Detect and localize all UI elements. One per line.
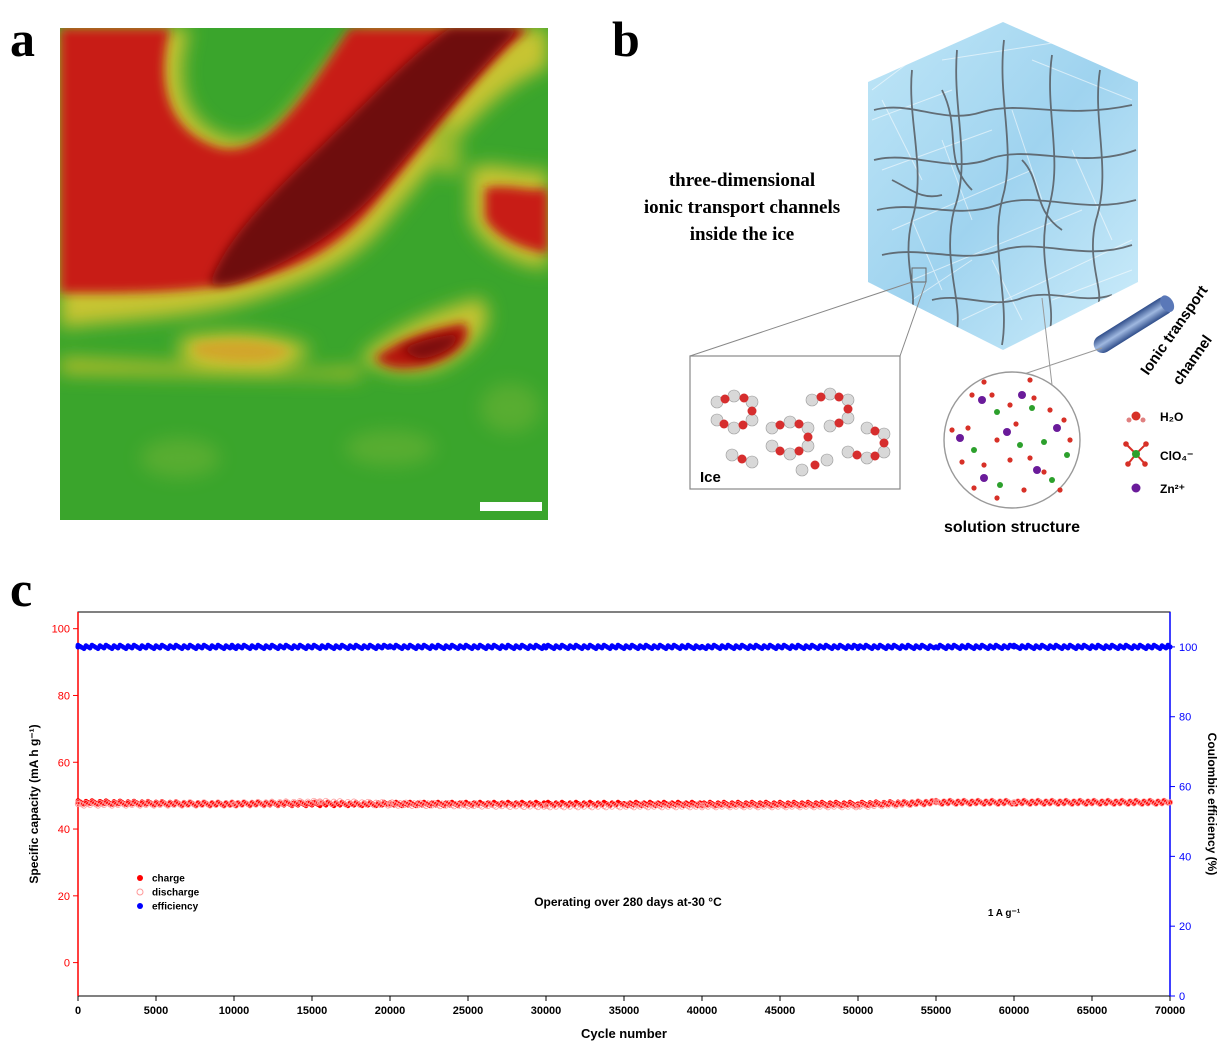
x-tick-label: 10000: [219, 1005, 250, 1017]
discharge-data-point: [542, 802, 550, 809]
discharge-data-point: [698, 802, 706, 809]
y-tick-label: 60: [58, 757, 70, 769]
ionic-channel-rod: [1093, 295, 1175, 353]
scale-bar: [480, 502, 542, 511]
operating-annotation: Operating over 280 days at-30 °C: [534, 895, 722, 909]
legend-label-discharge: discharge: [152, 888, 200, 899]
y2-tick-label: 20: [1179, 921, 1191, 933]
x-tick-label: 55000: [921, 1005, 952, 1017]
y-tick-label: 20: [58, 891, 70, 903]
x-tick-label: 15000: [297, 1005, 328, 1017]
x-tick-label: 0: [75, 1005, 81, 1017]
panel-b-letter: b: [612, 11, 640, 67]
x-tick-label: 70000: [1155, 1005, 1186, 1017]
discharge-data-point: [230, 800, 238, 808]
legend-label-charge: charge: [152, 874, 185, 885]
cycling-chart-svg: 0 5000 10000 15000 20000 25000 30000 35000 40000…: [27, 611, 1219, 1041]
efficiency-data-point: [231, 644, 237, 650]
efficiency-data-point: [699, 644, 705, 650]
cycling-chart: 0 5000 10000 15000 20000 25000 30000 35000 40000…: [0, 590, 1222, 1044]
efficiency-data-point: [543, 644, 549, 650]
ice-block: [868, 22, 1138, 350]
x-tick-label: 25000: [453, 1005, 484, 1017]
discharge-data-point: [1010, 799, 1018, 806]
discharge-data-point: [932, 799, 940, 806]
perchlorate-ion-icon: [1123, 441, 1149, 467]
ice-label: Ice: [700, 469, 721, 486]
x-tick-label: 35000: [609, 1005, 640, 1017]
y2-tick-label: 40: [1179, 851, 1191, 863]
heatmap-image: [60, 28, 548, 520]
zoom-marker: [911, 267, 927, 283]
y-tick-label: 100: [52, 624, 70, 636]
chart-marks: [74, 642, 1174, 811]
legend-marker-discharge: [136, 888, 144, 896]
channel-network: [873, 39, 1137, 346]
discharge-data-point: [854, 802, 862, 809]
zinc-ion-icon: [1131, 483, 1141, 493]
solution-structure-label: solution structure: [944, 519, 1080, 536]
legend-label-efficiency: efficiency: [152, 902, 199, 913]
y2-tick-label: 0: [1179, 991, 1185, 1003]
discharge-data-point: [1166, 799, 1174, 806]
x-tick-label: 65000: [1077, 1005, 1108, 1017]
legend-clo4-label: ClO₄⁻: [1160, 449, 1193, 463]
solution-molecules: [949, 377, 1073, 501]
x-tick-label: 40000: [687, 1005, 718, 1017]
chart-ticks: 0 5000 10000 15000 20000 25000 30000 35000 40000…: [52, 624, 1198, 1017]
x-tick-label: 5000: [144, 1005, 168, 1017]
title-line-3: inside the ice: [690, 224, 795, 245]
discharge-data-point: [74, 800, 82, 808]
legend-marker-charge: [137, 875, 143, 881]
legend-marker-efficiency: [137, 903, 143, 909]
solution-circle: [943, 371, 1081, 509]
legend-zn-label: Zn²⁺: [1160, 482, 1185, 496]
series-efficiency: [75, 642, 1173, 652]
discharge-data-point: [316, 799, 323, 806]
water-molecule-icon: [1126, 411, 1146, 423]
x-tick-label: 45000: [765, 1005, 796, 1017]
series-discharge: [74, 797, 1174, 811]
efficiency-data-point: [75, 644, 81, 650]
efficiency-data-point: [1011, 644, 1017, 650]
efficiency-data-point: [387, 644, 393, 650]
heatmap-svg: [60, 28, 548, 520]
title-line-1: three-dimensional: [669, 170, 815, 191]
ice-channel-schematic: three-dimensional ionic transport channe…: [612, 0, 1222, 550]
y-tick-label: 80: [58, 690, 70, 702]
efficiency-data-point: [933, 644, 939, 650]
y-axis-label: Specific capacity (mA h g⁻¹): [27, 724, 41, 883]
y2-tick-label: 80: [1179, 712, 1191, 724]
discharge-data-point: [386, 800, 394, 808]
chart-legend: charge discharge efficiency: [136, 874, 200, 913]
x-axis-label: Cycle number: [581, 1026, 667, 1041]
title-line-2: ionic transport channels: [644, 197, 840, 218]
ice-lattice: [710, 387, 891, 477]
y-tick-label: 40: [58, 824, 70, 836]
schematic-svg: three-dimensional ionic transport channe…: [644, 22, 1216, 536]
y2-axis-label: Coulombic efficiency (%): [1205, 733, 1219, 876]
panel-c-letter: c: [10, 561, 33, 617]
current-density-annotation: 1 A g⁻¹: [988, 908, 1021, 919]
x-tick-label: 50000: [843, 1005, 874, 1017]
y2-tick-label: 100: [1179, 642, 1197, 654]
x-tick-label: 60000: [999, 1005, 1030, 1017]
y2-tick-label: 60: [1179, 782, 1191, 794]
x-tick-label: 20000: [375, 1005, 406, 1017]
panel-a-letter: a: [10, 11, 35, 67]
y-tick-label: 0: [64, 958, 70, 970]
legend-h2o-label: H₂O: [1160, 410, 1183, 424]
x-tick-label: 30000: [531, 1005, 562, 1017]
efficiency-data-point: [855, 644, 861, 650]
channel-label-line-1: Ionic transport: [1137, 283, 1211, 379]
